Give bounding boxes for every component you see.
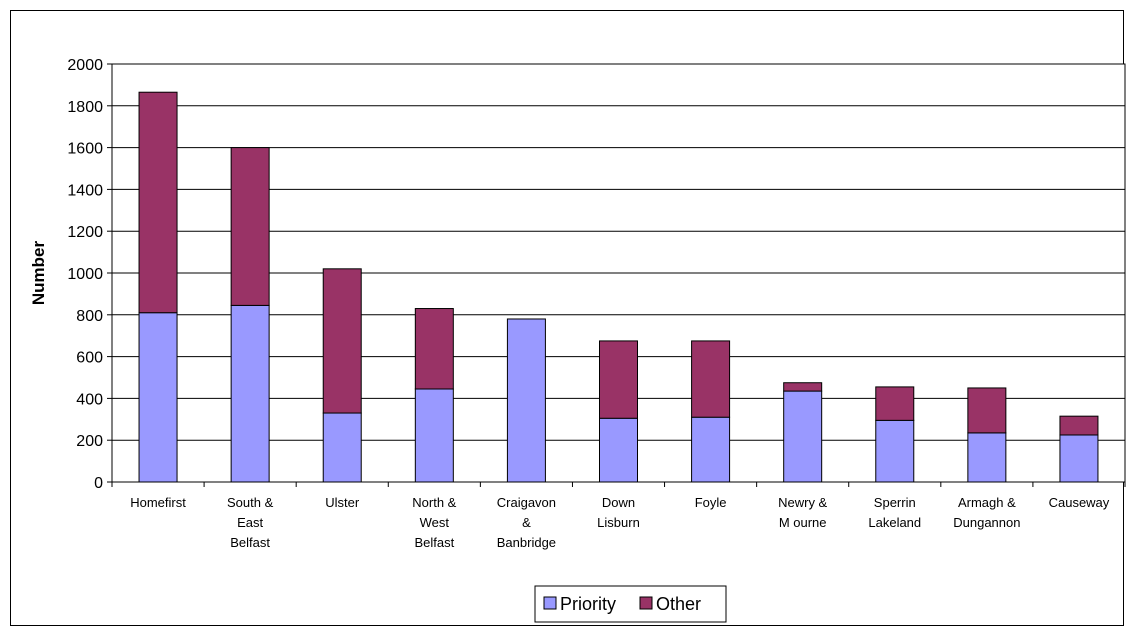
x-tick-label: Down Lisburn	[597, 495, 640, 530]
x-tick-label: North & West Belfast	[412, 495, 456, 550]
bar-priority	[783, 390, 823, 483]
y-tick-label: 1000	[67, 266, 103, 283]
bar-priority	[967, 432, 1007, 483]
legend-swatch-priority	[543, 596, 557, 610]
y-tick-label: 1600	[67, 141, 103, 158]
bar-priority	[691, 416, 731, 483]
x-tick-label: Foyle	[695, 495, 727, 510]
x-tick-label: Ulster	[325, 495, 360, 510]
y-tick-label: 400	[76, 391, 103, 408]
bar-other	[414, 308, 454, 390]
x-tick-label: South & East Belfast	[227, 495, 274, 550]
legend-swatch-other	[639, 596, 653, 610]
y-tick-label: 1400	[67, 182, 103, 199]
bar-priority	[414, 388, 454, 483]
bar-other	[230, 147, 270, 306]
y-tick-label: 0	[94, 475, 103, 492]
x-tick-label: Homefirst	[130, 495, 186, 510]
bar-other	[322, 268, 362, 414]
bar-other	[138, 91, 178, 314]
legend	[534, 585, 727, 623]
bar-priority	[599, 417, 638, 483]
bar-other	[599, 340, 638, 419]
y-tick-label: 1800	[67, 99, 103, 116]
legend-label-priority: Priority	[560, 594, 616, 614]
x-tick-label: Sperrin Lakeland	[868, 495, 921, 530]
y-tick-label: 200	[76, 433, 103, 450]
y-axis-title: Number	[29, 241, 48, 306]
bar-priority	[1059, 434, 1099, 483]
y-tick-label: 800	[76, 308, 103, 325]
y-tick-label: 2000	[67, 57, 103, 74]
bar-priority	[875, 419, 915, 483]
x-tick-label: Craigavon & Banbridge	[497, 495, 556, 550]
bar-other	[967, 387, 1007, 434]
bar-other	[691, 340, 731, 418]
bar-priority	[506, 318, 546, 483]
x-tick-label: Causeway	[1049, 495, 1110, 510]
x-tick-label: Newry & M ourne	[778, 495, 827, 530]
bar-other	[875, 386, 915, 421]
bar-priority	[138, 312, 178, 483]
x-tick-label: Armagh & Dungannon	[953, 495, 1020, 530]
bar-other	[783, 382, 823, 392]
y-tick-label: 1200	[67, 224, 103, 241]
bar-priority	[322, 412, 362, 483]
bar-priority	[230, 304, 270, 483]
y-tick-label: 600	[76, 350, 103, 367]
legend-label-other: Other	[656, 594, 701, 614]
bar-other	[1059, 415, 1099, 436]
